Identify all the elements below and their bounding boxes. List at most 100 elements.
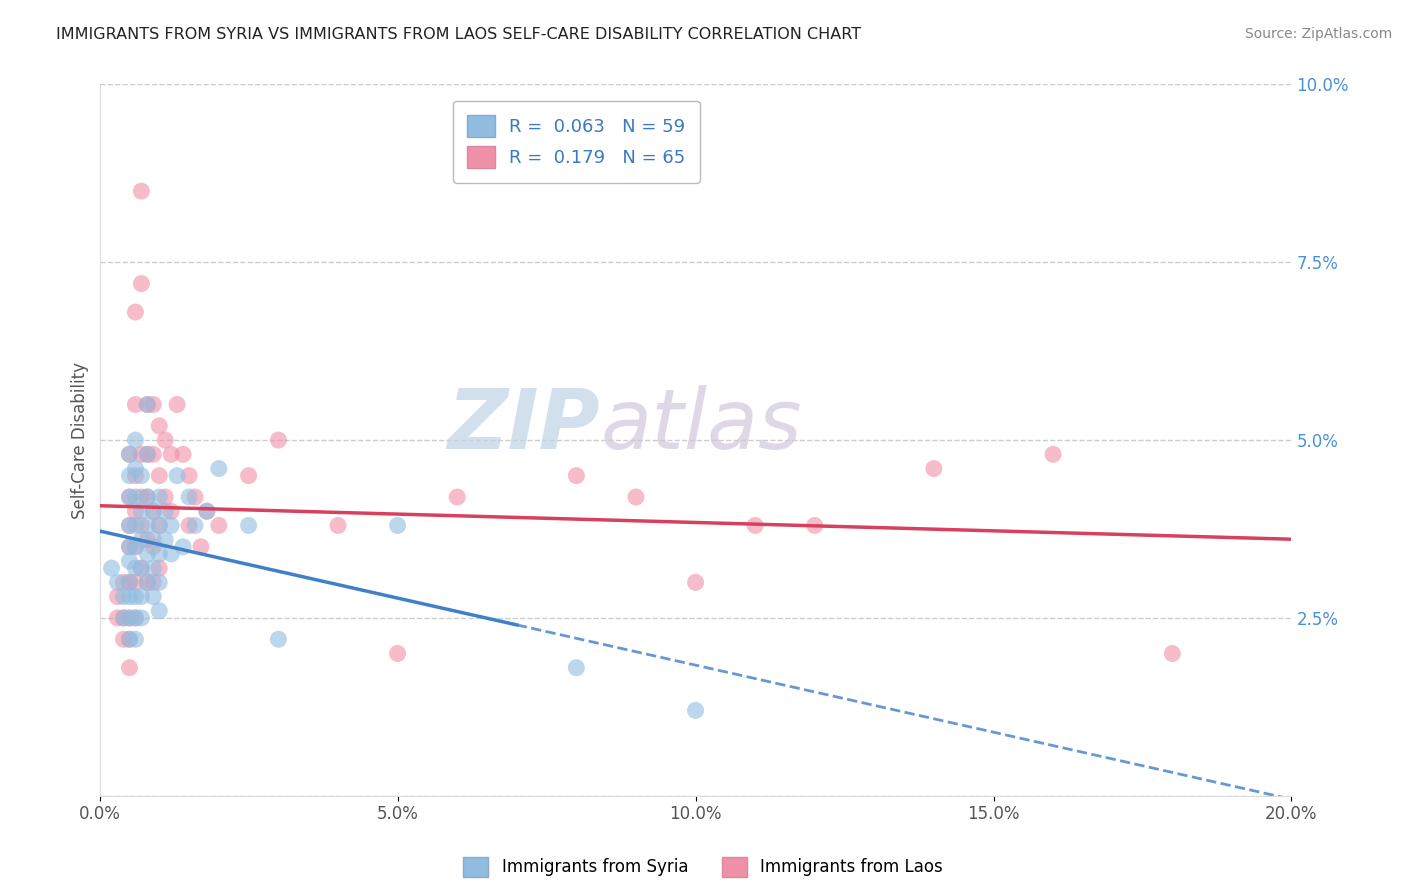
Point bbox=[118, 518, 141, 533]
Point bbox=[136, 547, 159, 561]
Point bbox=[195, 504, 218, 518]
Point bbox=[118, 575, 141, 590]
Point bbox=[142, 561, 165, 575]
Point bbox=[124, 540, 146, 554]
Point bbox=[172, 540, 194, 554]
Point bbox=[136, 490, 159, 504]
Point bbox=[131, 590, 153, 604]
Text: Source: ZipAtlas.com: Source: ZipAtlas.com bbox=[1244, 27, 1392, 41]
Point bbox=[148, 418, 170, 433]
Point bbox=[131, 277, 153, 291]
Point bbox=[118, 554, 141, 568]
Point bbox=[155, 504, 177, 518]
Point bbox=[131, 611, 153, 625]
Point bbox=[744, 518, 766, 533]
Point bbox=[124, 490, 146, 504]
Point bbox=[148, 518, 170, 533]
Point bbox=[107, 590, 129, 604]
Point bbox=[118, 632, 141, 647]
Point bbox=[208, 461, 231, 475]
Point bbox=[124, 575, 146, 590]
Point bbox=[184, 518, 207, 533]
Legend: R =  0.063   N = 59, R =  0.179   N = 65: R = 0.063 N = 59, R = 0.179 N = 65 bbox=[453, 101, 700, 183]
Text: IMMIGRANTS FROM SYRIA VS IMMIGRANTS FROM LAOS SELF-CARE DISABILITY CORRELATION C: IMMIGRANTS FROM SYRIA VS IMMIGRANTS FROM… bbox=[56, 27, 862, 42]
Point bbox=[136, 447, 159, 461]
Point bbox=[131, 533, 153, 547]
Point bbox=[155, 490, 177, 504]
Point bbox=[803, 518, 825, 533]
Point bbox=[142, 504, 165, 518]
Point bbox=[118, 661, 141, 675]
Point bbox=[184, 490, 207, 504]
Point bbox=[195, 504, 218, 518]
Point bbox=[118, 575, 141, 590]
Point bbox=[148, 468, 170, 483]
Point bbox=[148, 561, 170, 575]
Point bbox=[131, 561, 153, 575]
Point bbox=[107, 575, 129, 590]
Point bbox=[124, 398, 146, 412]
Point bbox=[131, 561, 153, 575]
Point bbox=[118, 447, 141, 461]
Point bbox=[136, 518, 159, 533]
Point bbox=[238, 518, 260, 533]
Point bbox=[136, 575, 159, 590]
Point bbox=[155, 433, 177, 447]
Point bbox=[155, 533, 177, 547]
Point bbox=[131, 468, 153, 483]
Point bbox=[136, 447, 159, 461]
Point bbox=[160, 504, 183, 518]
Point bbox=[177, 490, 200, 504]
Point bbox=[922, 461, 945, 475]
Point bbox=[124, 632, 146, 647]
Point bbox=[112, 632, 135, 647]
Point bbox=[112, 575, 135, 590]
Point bbox=[685, 703, 707, 717]
Point bbox=[118, 540, 141, 554]
Point bbox=[142, 540, 165, 554]
Point bbox=[148, 547, 170, 561]
Point bbox=[118, 540, 141, 554]
Text: ZIP: ZIP bbox=[447, 385, 600, 467]
Point bbox=[166, 468, 188, 483]
Point bbox=[148, 575, 170, 590]
Point bbox=[136, 575, 159, 590]
Point bbox=[131, 447, 153, 461]
Point bbox=[118, 611, 141, 625]
Point bbox=[124, 590, 146, 604]
Point bbox=[131, 184, 153, 198]
Point bbox=[136, 490, 159, 504]
Point bbox=[118, 518, 141, 533]
Point bbox=[387, 647, 409, 661]
Point bbox=[124, 305, 146, 319]
Point bbox=[118, 590, 141, 604]
Point bbox=[124, 518, 146, 533]
Point bbox=[124, 468, 146, 483]
Point bbox=[124, 611, 146, 625]
Point bbox=[624, 490, 647, 504]
Legend: Immigrants from Syria, Immigrants from Laos: Immigrants from Syria, Immigrants from L… bbox=[457, 850, 949, 884]
Point bbox=[142, 590, 165, 604]
Point bbox=[267, 632, 290, 647]
Point bbox=[267, 433, 290, 447]
Point bbox=[118, 468, 141, 483]
Point bbox=[208, 518, 231, 533]
Point bbox=[148, 518, 170, 533]
Point bbox=[142, 447, 165, 461]
Point bbox=[136, 533, 159, 547]
Text: atlas: atlas bbox=[600, 385, 801, 467]
Point bbox=[1161, 647, 1184, 661]
Point bbox=[238, 468, 260, 483]
Point bbox=[124, 504, 146, 518]
Point bbox=[166, 398, 188, 412]
Point bbox=[142, 533, 165, 547]
Point bbox=[136, 398, 159, 412]
Point bbox=[124, 611, 146, 625]
Point bbox=[148, 604, 170, 618]
Point bbox=[160, 447, 183, 461]
Point bbox=[142, 398, 165, 412]
Point bbox=[131, 490, 153, 504]
Point bbox=[112, 611, 135, 625]
Point bbox=[118, 611, 141, 625]
Point bbox=[112, 611, 135, 625]
